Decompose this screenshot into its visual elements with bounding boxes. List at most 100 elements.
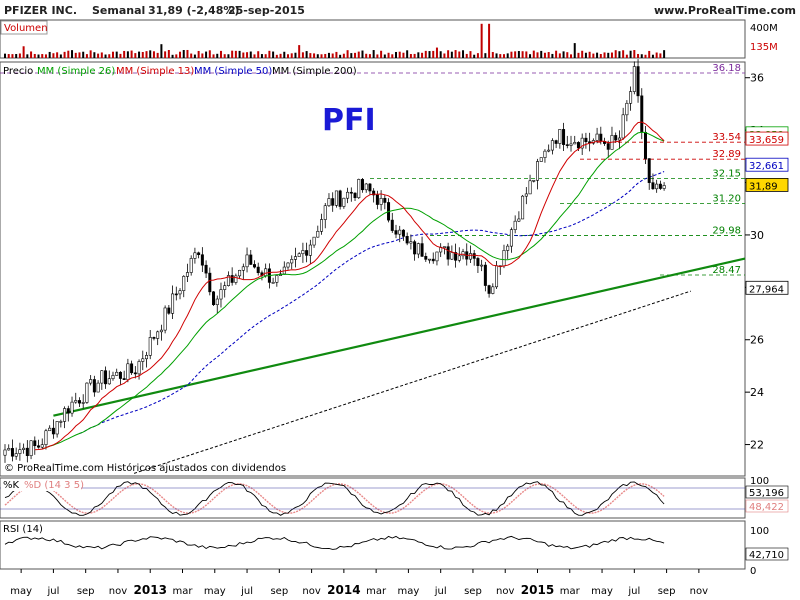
volume-bar — [335, 51, 338, 58]
volume-bar — [380, 50, 383, 58]
stoch-value-box — [745, 485, 789, 499]
volume-bar — [387, 52, 390, 58]
volume-bar — [175, 54, 178, 58]
candle-body — [189, 258, 193, 273]
volume-bar — [391, 54, 394, 58]
volume-bar — [614, 50, 617, 58]
candle-body — [182, 276, 186, 291]
candle-body — [346, 191, 350, 199]
candle-body — [305, 250, 309, 256]
volume-bar — [354, 52, 357, 58]
candle-body — [483, 264, 487, 286]
volume-bar — [547, 52, 550, 58]
candle-body — [584, 137, 588, 143]
volume-bar — [368, 54, 371, 58]
volume-bar — [253, 54, 256, 58]
candle-body — [394, 230, 398, 235]
volume-bar — [30, 51, 33, 58]
volume-bar — [465, 53, 468, 58]
candle-body — [528, 180, 532, 195]
volume-bar — [257, 51, 260, 58]
candle-body — [390, 219, 394, 231]
candle-body — [252, 264, 256, 268]
candle-body — [398, 229, 402, 235]
x-tick-label: may — [204, 586, 226, 597]
volume-bar — [562, 51, 565, 58]
legend-precio: Precio — [3, 66, 33, 77]
volume-bar — [4, 53, 6, 58]
volume-bar — [7, 54, 10, 58]
y-tick-label: 22 — [750, 439, 764, 452]
x-tick-label: nov — [496, 586, 514, 597]
candle-body — [100, 370, 104, 384]
candle-body — [308, 244, 312, 256]
volume-bar — [287, 54, 290, 58]
candle-body — [193, 252, 197, 259]
volume-bar — [558, 53, 561, 58]
volume-bar — [514, 51, 517, 58]
volume-bar — [119, 53, 122, 58]
volume-bar — [160, 44, 163, 58]
candle-body — [364, 183, 368, 191]
volume-bar — [581, 50, 584, 58]
candle-body — [640, 95, 644, 133]
volume-bar — [398, 51, 401, 58]
price-panel — [0, 61, 746, 477]
volume-bar — [205, 51, 208, 58]
volume-bar — [238, 50, 241, 58]
level-label: 36.18 — [712, 63, 741, 74]
candle-body — [431, 258, 435, 262]
candle-body — [457, 255, 461, 261]
volume-bar — [409, 54, 412, 58]
candle-body — [342, 197, 346, 207]
candle-body — [85, 382, 89, 403]
candle-body — [629, 91, 633, 104]
candle-body — [275, 275, 279, 283]
volume-bar — [417, 52, 420, 58]
candle-body — [491, 286, 495, 294]
volume-bar — [663, 50, 666, 58]
volume-bar — [279, 53, 282, 58]
volume-bar — [517, 51, 520, 58]
candle-body — [454, 252, 458, 261]
candle-body — [245, 254, 249, 268]
candle-body — [10, 448, 14, 457]
x-tick-label: jul — [434, 586, 447, 597]
candle-body — [569, 143, 573, 146]
volume-bar — [18, 53, 21, 58]
volume-bar — [201, 53, 204, 58]
legend-ma50: MM (Simple 50) — [194, 66, 272, 77]
volume-bar — [439, 51, 442, 58]
value-tag-box — [745, 157, 789, 172]
candle-body — [22, 447, 26, 450]
volume-bar — [625, 54, 628, 58]
candle-body — [662, 185, 666, 189]
candle-body — [115, 371, 119, 376]
x-tick-label: sep — [464, 586, 482, 597]
candle-body — [215, 298, 219, 306]
candle-body — [565, 144, 569, 146]
volume-bar — [406, 50, 409, 58]
candle-body — [480, 264, 484, 267]
level-label: 28.47 — [712, 265, 741, 276]
candle-body — [77, 400, 81, 404]
candle-body — [420, 243, 424, 257]
volume-bar — [164, 51, 167, 58]
candle-body — [468, 253, 472, 260]
volume-bar — [67, 50, 70, 58]
volume-bar — [622, 50, 625, 58]
candle-body — [547, 149, 551, 152]
rsi-axis-label: 100 — [750, 526, 769, 537]
candle-body — [286, 262, 290, 268]
volume-bar — [156, 52, 159, 58]
volume-bar — [584, 52, 587, 58]
volume-bar — [435, 47, 438, 58]
volume-bar — [413, 53, 416, 58]
stoch-axis-label: 53,196 — [749, 488, 784, 499]
candle-body — [353, 192, 357, 199]
candle-body — [37, 445, 41, 448]
volume-bar — [104, 54, 107, 58]
volume-bar — [499, 54, 502, 58]
level-label: 33.54 — [712, 132, 741, 143]
y-tick-label: 26 — [750, 334, 764, 347]
